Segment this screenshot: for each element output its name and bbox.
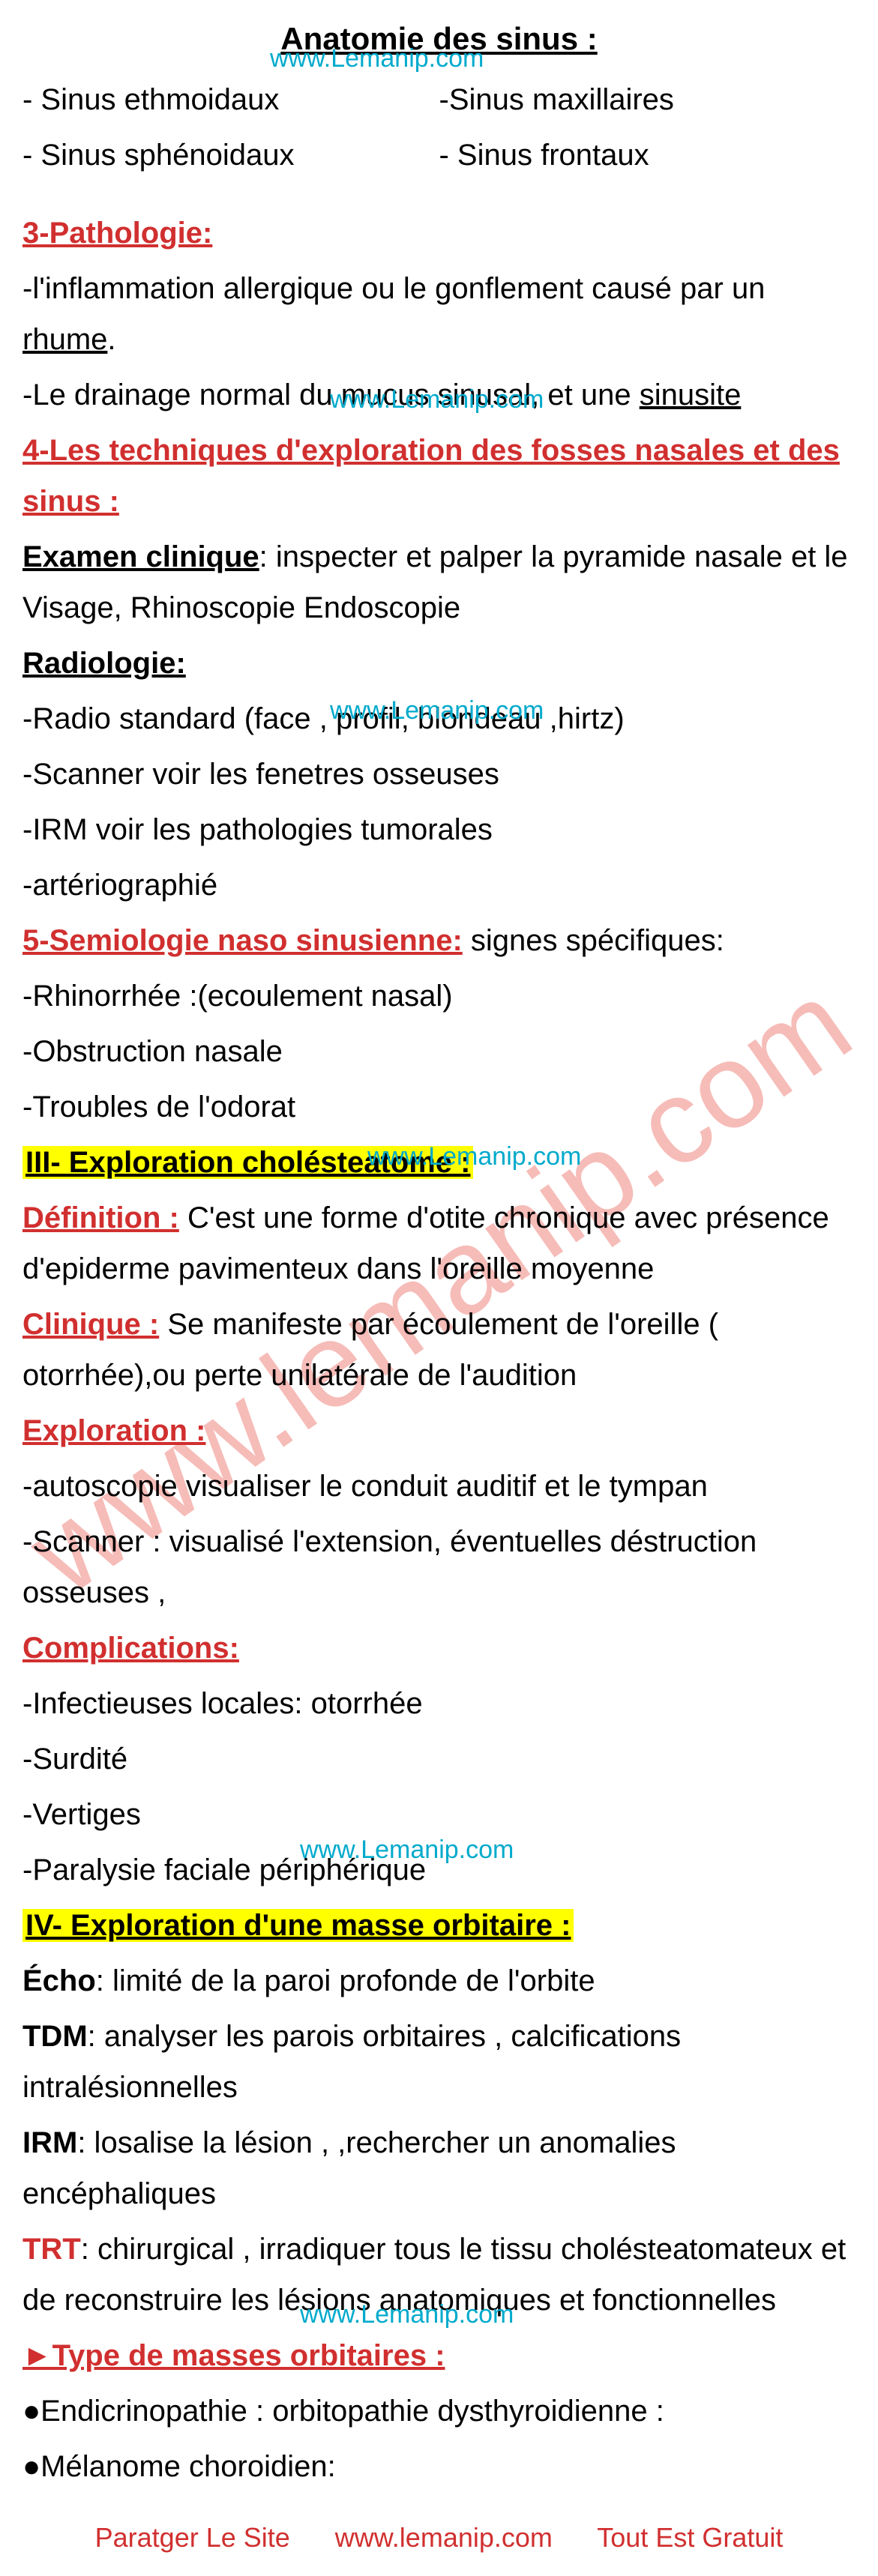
title-anatomie: Anatomie des sinus : bbox=[22, 12, 856, 65]
orbit-label: IRM bbox=[22, 2126, 77, 2159]
type-masse-item: ●Endicrinopathie : orbitopathie dysthyro… bbox=[22, 2386, 856, 2437]
text: : analyser les parois orbitaires , calci… bbox=[22, 2020, 681, 2104]
radiologie-item: -artériographié bbox=[22, 860, 856, 911]
examen-clinique-line: Examen clinique: inspecter et palper la … bbox=[22, 531, 856, 633]
orbit-row: TRT: chirurgical , irradiquer tous le ti… bbox=[22, 2224, 856, 2326]
orbit-row: Écho: limité de la paroi profonde de l'o… bbox=[22, 1955, 856, 2006]
semiologie-item: -Obstruction nasale bbox=[22, 1026, 856, 1077]
complication-item: -Paralysie faciale périphérique bbox=[22, 1844, 856, 1895]
footer-free: Tout Est Gratuit bbox=[597, 2522, 783, 2553]
footer-url: www.lemanip.com bbox=[335, 2522, 553, 2553]
orbit-label-red: TRT bbox=[22, 2233, 81, 2266]
document-content: Anatomie des sinus : - Sinus ethmoidaux … bbox=[22, 12, 856, 2561]
sinus-item: - Sinus sphénoidaux bbox=[22, 130, 439, 181]
exploration-item: -autoscopie visualiser le conduit auditi… bbox=[22, 1461, 856, 1512]
orbit-label: TDM bbox=[22, 2020, 88, 2053]
page: www.lemanip.com Anatomie des sinus : - S… bbox=[0, 0, 878, 2576]
text: -l'inflammation allergique ou le gonflem… bbox=[22, 272, 765, 305]
label-type-masses: ►Type de masses orbitaires : bbox=[22, 2339, 445, 2372]
underlined-term: rhume bbox=[22, 323, 107, 356]
complication-item: -Infectieuses locales: otorrhée bbox=[22, 1678, 856, 1729]
text: : limité de la paroi profonde de l'orbit… bbox=[96, 1964, 595, 1997]
heading-cholesteatome: III- Exploration cholésteatome : bbox=[22, 1146, 473, 1179]
text: : losalise la lésion , ,rechercher un an… bbox=[22, 2126, 676, 2210]
heading-semiologie-line: 5-Semiologie naso sinusienne: signes spé… bbox=[22, 915, 856, 966]
semiologie-item: -Troubles de l'odorat bbox=[22, 1082, 856, 1132]
radiologie-item: -IRM voir les pathologies tumorales bbox=[22, 804, 856, 855]
sinus-item: -Sinus maxillaires bbox=[439, 74, 856, 125]
text: : chirurgical , irradiquer tous le tissu… bbox=[22, 2233, 846, 2317]
underlined-term: sinusite bbox=[640, 378, 742, 411]
label-complications: Complications: bbox=[22, 1632, 239, 1665]
definition-line: Définition : C'est une forme d'otite chr… bbox=[22, 1192, 856, 1294]
label-clinique: Clinique : bbox=[22, 1308, 159, 1341]
label-examen: Examen clinique bbox=[22, 540, 259, 573]
complication-item: -Vertiges bbox=[22, 1789, 856, 1840]
radiologie-item: -Radio standard (face , profil, blondeau… bbox=[22, 693, 856, 744]
sinus-item: - Sinus ethmoidaux bbox=[22, 74, 439, 125]
text: . bbox=[107, 323, 115, 356]
heading-semiologie: 5-Semiologie naso sinusienne: bbox=[22, 924, 463, 957]
orbit-label: Écho bbox=[22, 1964, 96, 1997]
exploration-item: -Scanner : visualisé l'extension, éventu… bbox=[22, 1516, 856, 1618]
text: -Le drainage normal du mucus sinusal, et… bbox=[22, 378, 640, 411]
clinique-line: Clinique : Se manifeste par écoulement d… bbox=[22, 1299, 856, 1401]
pathologie-line: -l'inflammation allergique ou le gonflem… bbox=[22, 263, 856, 365]
complication-item: -Surdité bbox=[22, 1734, 856, 1785]
radiologie-item: -Scanner voir les fenetres osseuses bbox=[22, 749, 856, 800]
footer-bar: Paratger Le Site www.lemanip.com Tout Es… bbox=[22, 2515, 856, 2560]
label-exploration: Exploration : bbox=[22, 1414, 205, 1447]
semiologie-item: -Rhinorrhée :(ecoulement nasal) bbox=[22, 971, 856, 1022]
orbit-row: IRM: losalise la lésion , ,rechercher un… bbox=[22, 2117, 856, 2219]
label-radiologie: Radiologie: bbox=[22, 647, 186, 680]
sinus-item: - Sinus frontaux bbox=[439, 130, 856, 181]
footer-share: Paratger Le Site bbox=[95, 2522, 290, 2553]
heading-techniques: 4-Les techniques d'exploration des fosse… bbox=[22, 434, 840, 518]
text: signes spécifiques: bbox=[463, 924, 724, 957]
label-definition: Définition : bbox=[22, 1201, 179, 1234]
sinus-col-right: -Sinus maxillaires - Sinus frontaux bbox=[439, 70, 856, 185]
pathologie-line: -Le drainage normal du mucus sinusal, et… bbox=[22, 369, 856, 420]
type-masse-item: ●Mélanome choroidien: bbox=[22, 2441, 856, 2492]
orbit-row: TDM: analyser les parois orbitaires , ca… bbox=[22, 2011, 856, 2113]
heading-masse-orbitaire: IV- Exploration d'une masse orbitaire : bbox=[22, 1909, 574, 1942]
heading-pathologie: 3-Pathologie: bbox=[22, 217, 212, 250]
sinus-columns: - Sinus ethmoidaux - Sinus sphénoidaux -… bbox=[22, 70, 856, 185]
sinus-col-left: - Sinus ethmoidaux - Sinus sphénoidaux bbox=[22, 70, 439, 185]
